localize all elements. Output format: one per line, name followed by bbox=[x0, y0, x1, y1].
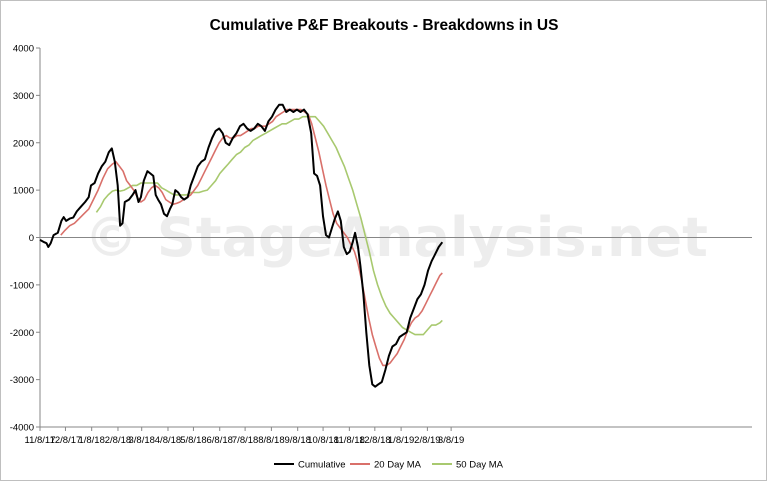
y-tick-label: 3000 bbox=[13, 91, 34, 102]
x-tick-label: 2/8/19 bbox=[414, 435, 440, 446]
x-tick-label: 12/8/18 bbox=[359, 435, 391, 446]
x-tick-label: 3/8/19 bbox=[438, 435, 464, 446]
x-tick-label: 3/8/18 bbox=[128, 435, 154, 446]
y-tick-label: -1000 bbox=[10, 280, 34, 291]
x-tick-label: 8/8/18 bbox=[258, 435, 284, 446]
x-tick-label: 7/8/18 bbox=[232, 435, 258, 446]
x-tick-label: 1/8/18 bbox=[78, 435, 104, 446]
y-tick-label: -3000 bbox=[10, 375, 34, 386]
y-axis: 4000 3000 2000 1000 0 -1000 -2000 -3000 -4000 bbox=[10, 44, 41, 434]
legend-label-cumulative: Cumulative bbox=[298, 460, 346, 471]
y-tick-label: -2000 bbox=[10, 328, 34, 339]
x-tick-label: 9/8/18 bbox=[284, 435, 310, 446]
x-tick-label: 11/8/17 bbox=[25, 435, 56, 446]
x-tick-label: 5/8/18 bbox=[180, 435, 206, 446]
x-tick-label: 4/8/18 bbox=[155, 435, 181, 446]
y-tick-label: 1000 bbox=[13, 186, 34, 197]
chart-title: Cumulative P&F Breakouts - Breakdowns in… bbox=[210, 17, 559, 34]
y-tick-label: 4000 bbox=[13, 44, 34, 55]
y-tick-label: -4000 bbox=[10, 423, 34, 434]
x-tick-label: 2/8/18 bbox=[105, 435, 131, 446]
series-line-cumulative bbox=[39, 103, 444, 388]
series-layer bbox=[39, 103, 444, 388]
y-tick-label: 0 bbox=[29, 233, 34, 244]
x-tick-label: 6/8/18 bbox=[207, 435, 233, 446]
legend: Cumulative 20 Day MA 50 Day MA bbox=[274, 460, 504, 471]
x-tick-label: 12/8/17 bbox=[50, 435, 82, 446]
x-tick-label: 1/8/19 bbox=[388, 435, 414, 446]
y-tick-label: 2000 bbox=[13, 138, 34, 149]
x-tick-label: 10/8/18 bbox=[307, 435, 339, 446]
x-tick-label: 11/8/18 bbox=[334, 435, 365, 446]
legend-label-50-day-ma: 50 Day MA bbox=[456, 460, 504, 471]
legend-label-20-day-ma: 20 Day MA bbox=[374, 460, 422, 471]
